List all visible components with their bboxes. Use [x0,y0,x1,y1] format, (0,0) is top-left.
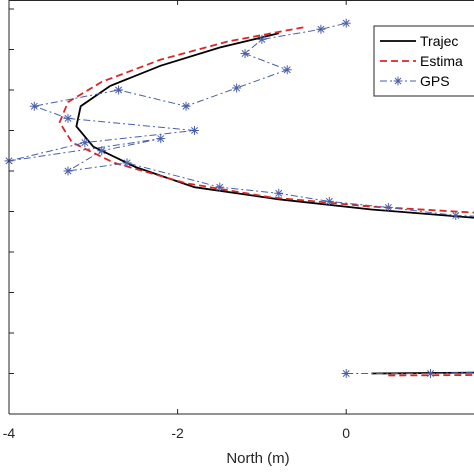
marker-stroke [30,102,38,110]
gps-point-marker [232,83,242,93]
gps-point-marker [282,65,292,75]
gps-point-marker [215,182,225,192]
gps-point-marker [383,202,393,212]
gps-point-marker [63,166,73,176]
gps-point-marker [341,18,351,28]
marker-stroke [384,203,392,211]
series-line-trajectory [75,32,474,375]
marker-stroke [317,25,325,33]
marker-stroke [64,114,72,122]
gps-point-marker [114,85,124,95]
marker-stroke [342,19,350,27]
x-axis-label: North (m) [226,450,289,467]
marker-stroke [64,167,72,175]
gps-point-marker [63,113,73,123]
legend-marker [394,77,402,85]
gps-point-marker [122,158,132,168]
gps-point-marker [274,188,284,198]
gps-point-marker [240,49,250,59]
marker-stroke [241,50,249,58]
series-line-gps [8,22,474,374]
gps-point-marker [316,24,326,34]
marker-stroke [157,135,165,143]
legend-label-estimated: Estima [420,53,463,69]
marker-stroke [325,197,333,205]
x-tick-label: -2 [171,425,184,441]
marker-stroke [258,35,266,43]
marker-stroke [182,102,190,110]
gps-point-marker [29,101,39,111]
marker-stroke [190,126,198,135]
marker-stroke [283,66,291,74]
marker-stroke [452,212,460,220]
x-tick-label: 0 [342,425,350,441]
marker-stroke [81,139,89,147]
marker-stroke [123,159,131,167]
gps-point-marker [426,369,435,378]
gps-point-marker [341,369,351,378]
legend-label-trajectory: Trajec [420,33,458,49]
gps-point-marker [156,134,166,144]
legend-label-gps: GPS [420,73,450,89]
marker-stroke [342,369,350,378]
gps-point-marker [189,126,199,135]
gps-point-marker [451,211,461,221]
gps-point-marker [97,146,107,156]
marker-stroke [98,147,106,155]
gps-point-marker [257,34,267,44]
marker-stroke [216,183,224,191]
series-layer [4,18,474,378]
gps-point-marker [80,138,90,148]
marker-stroke [275,189,283,197]
marker-stroke [233,84,241,92]
gps-point-marker [324,196,334,206]
legend-box [373,25,474,97]
marker-stroke [115,86,123,94]
series-line-estimated [58,26,474,377]
gps-point-marker [181,101,191,111]
legend: Trajec Estima GPS [373,25,474,97]
marker-stroke [426,369,435,378]
x-tick-label: -4 [3,425,16,441]
axes-layer: -4-20246 [3,0,474,441]
